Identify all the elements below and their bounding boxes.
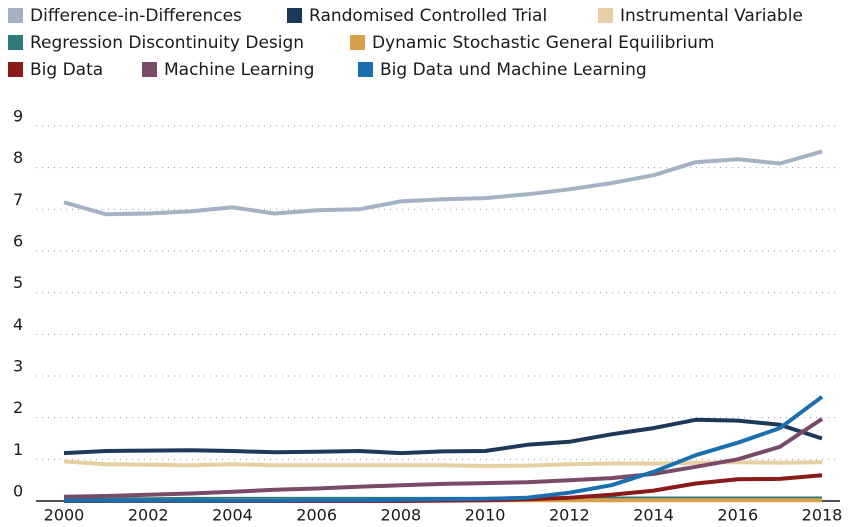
x-tick-label: 2016 [717, 506, 758, 525]
legend-swatch [350, 35, 365, 50]
legend-label: Big Data und Machine Learning [380, 60, 647, 80]
x-tick-label: 2002 [128, 506, 169, 525]
series-line [63, 417, 824, 499]
series-line [63, 417, 823, 456]
legend-swatch [142, 62, 157, 77]
legend-label: Machine Learning [164, 60, 314, 80]
x-tick-label: 2000 [44, 506, 85, 525]
y-tick-label: 6 [13, 232, 23, 251]
series-line [63, 459, 823, 468]
legend-label: Regression Discontinuity Design [30, 33, 304, 53]
y-tick-label: 7 [13, 190, 23, 209]
legend-label: Dynamic Stochastic General Equilibrium [372, 33, 714, 53]
legend-swatch [8, 62, 23, 77]
legend-label: Big Data [30, 60, 103, 80]
y-tick-label: 8 [13, 148, 23, 167]
y-tick-label: 9 [13, 107, 23, 126]
x-tick-label: 2006 [296, 506, 337, 525]
y-tick-label: 2 [13, 398, 23, 417]
x-tick-label: 2014 [633, 506, 674, 525]
legend-label: Instrumental Variable [620, 6, 803, 26]
y-tick-label: 3 [13, 357, 23, 376]
y-tick-label: 0 [13, 482, 23, 501]
legend-swatch [598, 8, 613, 23]
x-tick-label: 2010 [465, 506, 506, 525]
legend-swatch [287, 8, 302, 23]
legend-swatch [8, 8, 23, 23]
x-tick-label: 2018 [802, 506, 843, 525]
legend-swatch [358, 62, 373, 77]
x-tick-label: 2012 [549, 506, 590, 525]
y-tick-label: 5 [13, 273, 23, 292]
y-tick-label: 4 [13, 315, 23, 334]
x-tick-label: 2008 [381, 506, 422, 525]
legend-swatch [8, 35, 23, 50]
series-line [63, 149, 823, 217]
legend-label: Randomised Controlled Trial [309, 6, 547, 26]
legend-label: Difference-in-Differences [30, 6, 242, 26]
x-tick-label: 2004 [212, 506, 253, 525]
series-line [64, 395, 824, 503]
y-tick-label: 1 [13, 440, 23, 459]
